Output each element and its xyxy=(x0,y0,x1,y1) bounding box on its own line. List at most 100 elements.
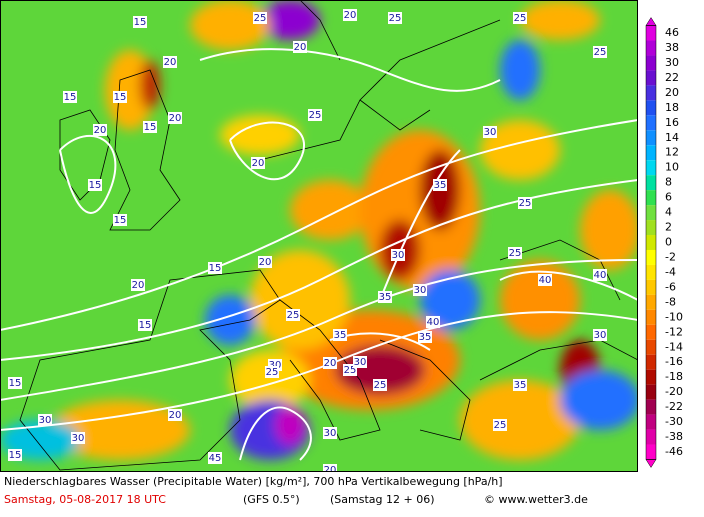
colorbar-label: -8 xyxy=(665,295,676,308)
colorbar-label: -10 xyxy=(665,310,683,323)
contour-label: 25 xyxy=(509,248,522,259)
colorbar-segment xyxy=(646,249,656,265)
colorbar-segment xyxy=(646,369,656,385)
caption-model: (GFS 0.5°) xyxy=(243,493,300,506)
contour-label-box xyxy=(8,377,22,389)
colorbar-segment xyxy=(646,160,656,176)
colorbar-label: -6 xyxy=(665,280,676,293)
colorbar-segment xyxy=(646,294,656,310)
contour-label: 30 xyxy=(39,415,52,426)
contour-label-box xyxy=(251,157,265,169)
contour-label: 20 xyxy=(324,358,337,369)
contour-label-box xyxy=(38,414,52,426)
contour-label-box xyxy=(593,329,607,341)
contour-label: 45 xyxy=(209,453,222,464)
contour-label-box xyxy=(113,91,127,103)
colorbar-segment xyxy=(646,279,656,295)
contour-label-box xyxy=(323,464,337,472)
colorbar-label: 14 xyxy=(665,131,679,144)
contour-label-box xyxy=(88,179,102,191)
colorbar-segment xyxy=(646,70,656,86)
caption-line1: Niederschlagbares Wasser (Precipitable W… xyxy=(4,475,503,488)
contour-label: 25 xyxy=(266,367,279,378)
contour-label-box xyxy=(513,379,527,391)
colorbar-label: -2 xyxy=(665,250,676,263)
contour-label: 20 xyxy=(169,410,182,421)
colorbar-label: 10 xyxy=(665,161,679,174)
colorbar-label: -12 xyxy=(665,325,683,338)
colorbar-label: 4 xyxy=(665,206,672,219)
contour-label: 35 xyxy=(514,380,527,391)
colorbar-segment xyxy=(646,100,656,116)
contour-label: 25 xyxy=(494,420,507,431)
colorbar-label: -38 xyxy=(665,430,683,443)
contour-label-box xyxy=(413,284,427,296)
contour-label-box xyxy=(93,124,107,136)
contour-label-box xyxy=(538,274,552,286)
colorbar-segment xyxy=(646,235,656,250)
contour-label: 25 xyxy=(389,13,402,24)
contour-label: 25 xyxy=(374,380,387,391)
colorbar-segment xyxy=(646,339,656,355)
colorbar-arrow-bottom xyxy=(645,459,657,468)
contour-label: 15 xyxy=(144,122,157,133)
contour-label-box xyxy=(138,319,152,331)
contour-label: 20 xyxy=(164,57,177,68)
contour-label-box xyxy=(418,331,432,343)
contour-label-box xyxy=(518,197,532,209)
contour-label: 40 xyxy=(427,317,440,328)
colorbar-label: -14 xyxy=(665,340,683,353)
contour-label-box xyxy=(258,256,272,268)
colorbar-label: -4 xyxy=(665,265,676,278)
colorbar-segment xyxy=(646,414,656,430)
contour-label: 30 xyxy=(392,250,405,261)
contour-label-box xyxy=(253,12,267,24)
contour-label-box xyxy=(8,449,22,461)
contour-label-box xyxy=(323,357,337,369)
contour-label-box xyxy=(133,16,147,28)
contour-label: 15 xyxy=(134,17,147,28)
contour-label-box xyxy=(433,179,447,191)
colorbar-segment xyxy=(646,130,656,146)
contour-label: 15 xyxy=(114,92,127,103)
contour-label: 15 xyxy=(9,450,22,461)
colorbar-segment xyxy=(646,384,656,400)
caption-date: Samstag, 05-08-2017 18 UTC xyxy=(4,493,166,506)
colorbar-segment xyxy=(646,309,656,325)
map-frame xyxy=(0,0,638,472)
coastlines xyxy=(19,0,638,471)
contour-label: 25 xyxy=(594,47,607,58)
colorbar-segment xyxy=(646,175,656,191)
contour-label-box xyxy=(373,379,387,391)
contour-label-box xyxy=(513,12,527,24)
colorbar-segment xyxy=(646,324,656,340)
colorbar-segment xyxy=(646,444,656,460)
contour-label: 20 xyxy=(252,158,265,169)
contour-label: 40 xyxy=(539,275,552,286)
colorbar-label: 22 xyxy=(665,71,679,84)
contour-label-box xyxy=(113,214,127,226)
colorbar-segment xyxy=(646,264,656,280)
colorbar-label: 18 xyxy=(665,101,679,114)
contour-label-box xyxy=(286,309,300,321)
contour-label: 30 xyxy=(269,360,282,371)
contour-label-box xyxy=(293,41,307,53)
contour-label: 20 xyxy=(294,42,307,53)
contour-label: 15 xyxy=(89,180,102,191)
contour-label-box xyxy=(131,279,145,291)
contour-label-box xyxy=(508,247,522,259)
contour-label: 30 xyxy=(324,428,337,439)
colorbar-segment xyxy=(646,205,656,221)
contour-label-box xyxy=(483,126,497,138)
colorbar-segment xyxy=(646,25,656,41)
contour-label-box xyxy=(168,112,182,124)
contour-label: 25 xyxy=(514,13,527,24)
contour-label-box xyxy=(323,427,337,439)
contour-label-box xyxy=(493,419,507,431)
contour-label-box xyxy=(308,109,322,121)
contour-label: 25 xyxy=(344,365,357,376)
contour-label-box xyxy=(168,409,182,421)
contour-label: 35 xyxy=(434,180,447,191)
